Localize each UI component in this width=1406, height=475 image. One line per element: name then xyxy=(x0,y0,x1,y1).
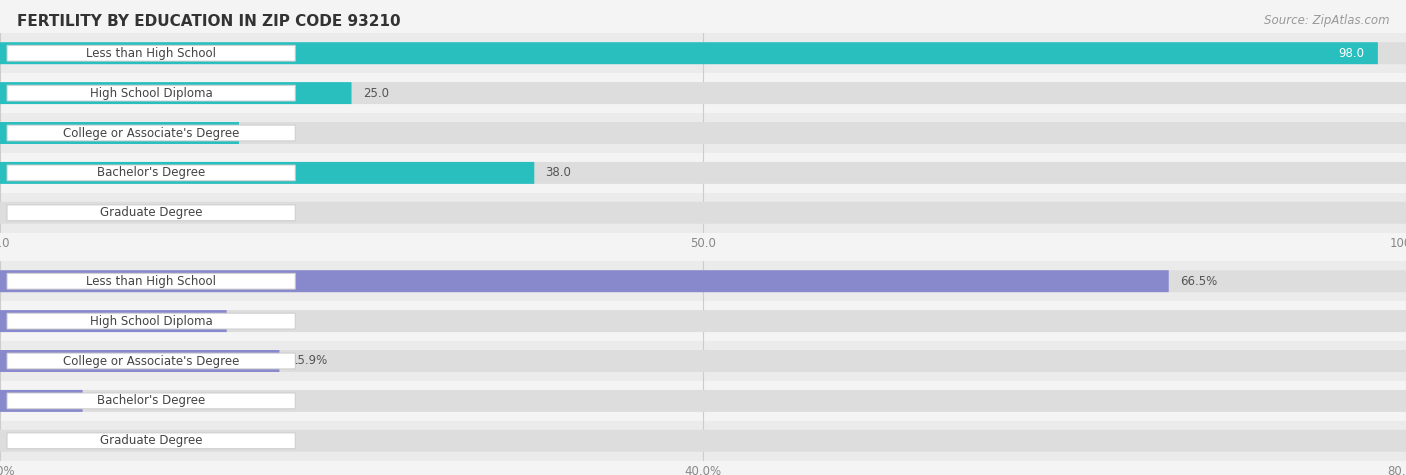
FancyBboxPatch shape xyxy=(0,162,534,184)
Bar xyxy=(0,421,1406,461)
Text: 0.0: 0.0 xyxy=(11,206,30,219)
Text: Bachelor's Degree: Bachelor's Degree xyxy=(97,166,205,180)
Text: High School Diploma: High School Diploma xyxy=(90,86,212,100)
Bar xyxy=(0,73,1406,113)
Bar xyxy=(0,153,1406,193)
FancyBboxPatch shape xyxy=(7,393,295,409)
FancyBboxPatch shape xyxy=(0,42,1406,64)
Text: Source: ZipAtlas.com: Source: ZipAtlas.com xyxy=(1264,14,1389,27)
FancyBboxPatch shape xyxy=(7,205,295,221)
FancyBboxPatch shape xyxy=(0,350,280,372)
Text: 25.0: 25.0 xyxy=(363,86,388,100)
FancyBboxPatch shape xyxy=(0,350,1406,372)
FancyBboxPatch shape xyxy=(0,430,1406,452)
Text: College or Associate's Degree: College or Associate's Degree xyxy=(63,126,239,140)
FancyBboxPatch shape xyxy=(0,162,1406,184)
FancyBboxPatch shape xyxy=(7,125,295,141)
Bar xyxy=(0,113,1406,153)
FancyBboxPatch shape xyxy=(7,433,295,449)
Text: 98.0: 98.0 xyxy=(1339,47,1364,60)
Text: Graduate Degree: Graduate Degree xyxy=(100,206,202,219)
Text: High School Diploma: High School Diploma xyxy=(90,314,212,328)
FancyBboxPatch shape xyxy=(0,390,1406,412)
FancyBboxPatch shape xyxy=(7,313,295,329)
FancyBboxPatch shape xyxy=(0,270,1168,292)
FancyBboxPatch shape xyxy=(0,82,352,104)
FancyBboxPatch shape xyxy=(7,353,295,369)
Text: 38.0: 38.0 xyxy=(546,166,571,180)
Bar xyxy=(0,33,1406,73)
Bar xyxy=(0,193,1406,233)
Text: Less than High School: Less than High School xyxy=(86,275,217,288)
FancyBboxPatch shape xyxy=(0,122,1406,144)
Text: College or Associate's Degree: College or Associate's Degree xyxy=(63,354,239,368)
FancyBboxPatch shape xyxy=(7,85,295,101)
Text: Graduate Degree: Graduate Degree xyxy=(100,434,202,447)
Text: 15.9%: 15.9% xyxy=(291,354,328,368)
FancyBboxPatch shape xyxy=(7,165,295,181)
FancyBboxPatch shape xyxy=(0,310,1406,332)
FancyBboxPatch shape xyxy=(7,45,295,61)
FancyBboxPatch shape xyxy=(0,270,1406,292)
Text: 17.0: 17.0 xyxy=(250,126,277,140)
FancyBboxPatch shape xyxy=(0,122,239,144)
FancyBboxPatch shape xyxy=(0,82,1406,104)
FancyBboxPatch shape xyxy=(0,202,1406,224)
Text: 12.9%: 12.9% xyxy=(238,314,276,328)
Bar xyxy=(0,261,1406,301)
Text: 66.5%: 66.5% xyxy=(1180,275,1218,288)
FancyBboxPatch shape xyxy=(0,310,226,332)
Bar xyxy=(0,341,1406,381)
Text: 4.7%: 4.7% xyxy=(94,394,124,408)
Text: Bachelor's Degree: Bachelor's Degree xyxy=(97,394,205,408)
Text: FERTILITY BY EDUCATION IN ZIP CODE 93210: FERTILITY BY EDUCATION IN ZIP CODE 93210 xyxy=(17,14,401,29)
FancyBboxPatch shape xyxy=(0,42,1378,64)
Text: 0.0%: 0.0% xyxy=(11,434,41,447)
FancyBboxPatch shape xyxy=(7,273,295,289)
Text: Less than High School: Less than High School xyxy=(86,47,217,60)
FancyBboxPatch shape xyxy=(0,390,83,412)
Bar xyxy=(0,381,1406,421)
Bar xyxy=(0,301,1406,341)
